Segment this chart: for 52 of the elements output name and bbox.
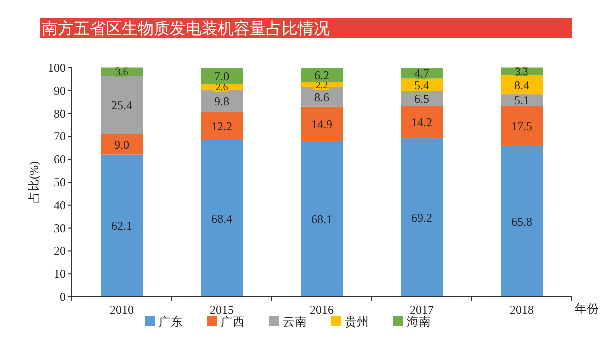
data-label: 4.7 [414, 66, 430, 81]
data-label: 14.2 [412, 116, 432, 130]
x-tick-label: 2015 [210, 303, 234, 317]
legend-label: 广西 [221, 315, 245, 329]
bar [401, 138, 443, 297]
y-tick-label: 70 [54, 130, 66, 144]
data-label: 3.6 [116, 67, 128, 78]
bar [501, 146, 543, 297]
data-label: 8.4 [514, 78, 530, 92]
y-tick-label: 0 [60, 290, 66, 304]
data-label: 7.0 [214, 69, 230, 84]
legend-label: 贵州 [345, 315, 369, 329]
y-tick-label: 50 [54, 176, 66, 190]
legend-label: 云南 [283, 315, 307, 329]
x-tick-label: 2018 [510, 303, 534, 317]
x-tick-label: 2016 [310, 303, 334, 317]
bar [101, 154, 143, 297]
data-label: 68.1 [312, 212, 332, 226]
y-tick-label: 90 [54, 84, 66, 98]
bar [201, 140, 243, 297]
y-tick-label: 20 [54, 244, 66, 258]
data-label: 14.9 [312, 117, 332, 132]
bar [301, 141, 343, 297]
y-tick-label: 30 [54, 221, 66, 236]
data-label: 5.4 [414, 78, 430, 92]
x-tick-label: 2017 [410, 303, 434, 317]
data-label: 3.3 [516, 67, 528, 78]
data-label: 12.2 [212, 120, 232, 134]
data-label: 5.1 [514, 94, 530, 108]
chart-title: 南方五省区生物质发电装机容量占比情况 [42, 19, 330, 38]
legend-label: 海南 [407, 315, 431, 329]
data-label: 6.2 [314, 68, 330, 82]
data-label: 62.1 [112, 219, 132, 234]
legend-label: 广东 [159, 315, 183, 329]
x-axis-title: 年份 [575, 302, 599, 316]
data-label: 25.4 [112, 98, 132, 112]
data-label: 9.0 [114, 138, 130, 152]
bar [101, 76, 143, 134]
data-label: 65.8 [512, 214, 532, 229]
x-tick-label: 2010 [110, 303, 134, 317]
data-label: 17.5 [512, 120, 532, 134]
y-tick-label: 40 [54, 198, 66, 212]
data-label: 9.8 [214, 94, 230, 109]
data-label: 69.2 [412, 211, 432, 226]
y-tick-label: 80 [54, 106, 66, 121]
y-tick-label: 100 [48, 61, 66, 75]
y-axis-title: 占比(%) [27, 162, 41, 204]
y-tick-label: 10 [54, 267, 66, 282]
data-label: 8.6 [314, 90, 330, 104]
y-tick-label: 60 [54, 152, 66, 167]
data-label: 68.4 [212, 212, 232, 226]
data-label: 6.5 [414, 92, 430, 106]
